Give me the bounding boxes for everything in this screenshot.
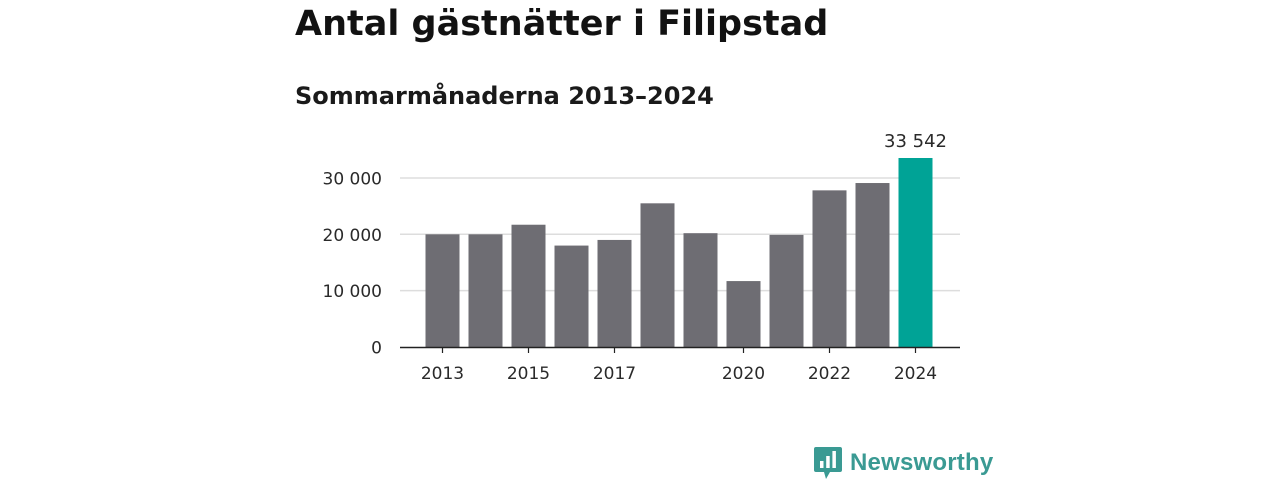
bar bbox=[683, 233, 718, 347]
y-tick-label: 0 bbox=[371, 339, 382, 359]
bars bbox=[425, 158, 933, 347]
x-tick-label: 2024 bbox=[894, 364, 937, 384]
bar bbox=[468, 234, 503, 347]
bar bbox=[511, 224, 546, 347]
bar bbox=[812, 190, 847, 347]
labels: 0 10 000 20 000 30 000 2013 2015 2017 2020 2022 2… bbox=[323, 131, 947, 384]
newsworthy-chart-logo-icon bbox=[814, 446, 842, 480]
y-tick-label: 10 000 bbox=[323, 282, 382, 302]
x-tick-label: 2017 bbox=[593, 364, 636, 384]
bar bbox=[425, 234, 460, 347]
y-tick-label: 20 000 bbox=[323, 226, 382, 246]
x-tick-label: 2015 bbox=[507, 364, 550, 384]
bar bbox=[640, 203, 675, 347]
bar bbox=[597, 239, 632, 347]
bar bbox=[855, 183, 890, 347]
bar bbox=[726, 281, 761, 347]
bar bbox=[769, 234, 804, 347]
axes bbox=[400, 346, 960, 353]
bar bbox=[554, 245, 589, 347]
brand-name: Newsworthy bbox=[850, 449, 994, 476]
x-tick-label: 2020 bbox=[722, 364, 765, 384]
chart-title: Antal gästnätter i Filipstad bbox=[295, 4, 829, 44]
x-tick-label: 2013 bbox=[421, 364, 464, 384]
y-tick-label: 30 000 bbox=[323, 169, 382, 189]
newsworthy-logo: Newsworthy bbox=[814, 446, 993, 480]
x-tick-label: 2022 bbox=[808, 364, 851, 384]
bar-highlight bbox=[898, 158, 933, 347]
chart-subtitle: Sommarmånaderna 2013–2024 bbox=[295, 82, 714, 110]
data-label: 33 542 bbox=[884, 131, 947, 152]
